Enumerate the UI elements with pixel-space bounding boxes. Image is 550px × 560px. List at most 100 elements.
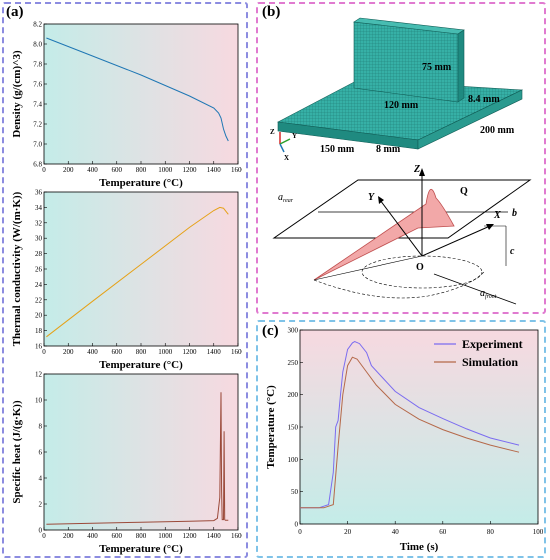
x-tick-label: 1200 [183,532,198,540]
series-line-data [46,37,229,142]
x-tick-label: 1000 [158,532,173,540]
dim-length: 200 mm [480,125,515,136]
y-tick-label: 7.4 [33,101,42,109]
y-tick-label: 8 [39,423,43,431]
y-tick-label: 250 [288,359,299,367]
x-tick-label: 800 [136,166,147,174]
y-tick-label: 24 [35,281,43,289]
x-tick-label: 1200 [183,166,198,174]
a-rear-label: arear [278,192,294,204]
x-tick-label: 60 [439,528,447,536]
series-line-experiment [300,341,520,509]
y-tick-label: 18 [35,327,43,335]
panel-a-material-properties [2,2,248,558]
legend-label: Experiment [462,337,523,351]
y-tick-label: 10 [35,397,43,405]
model-diagram: 75 mm 120 mm 8.4 mm 200 mm 150 mm 8 mm Z… [270,17,532,305]
series-line-data [46,392,229,525]
coordinate-triad-icon: Z Y X [270,128,297,162]
x-tick-label: 1200 [183,348,198,356]
x-tick-label: 600 [112,166,123,174]
x-tick-label: 800 [136,532,147,540]
base-plate-side [417,89,523,150]
x-axis-label: Temperature (°C) [99,543,183,555]
origin-label: O [416,262,424,273]
y-tick-label: 2 [39,501,43,509]
y-tick-label: 8.2 [33,21,42,29]
x-tick-label: 600 [112,348,123,356]
y-tick-label: 4 [39,475,43,483]
y-tick-label: 30 [35,235,43,243]
c-label: c [510,246,515,257]
panel-c-temperature-validation [256,320,546,558]
y-tick-label: 7.0 [33,141,42,149]
x-tick-label: 200 [63,348,74,356]
dim-height: 75 mm [422,62,452,73]
x-tick-label: 20 [344,528,352,536]
triad-x-label: X [284,154,289,162]
panel-label-b: (b) [262,4,281,20]
x-tick-label: 0 [42,532,46,540]
plot-area [43,23,239,165]
x-tick-label: 1000 [158,166,173,174]
axis-x-label: X [493,210,501,221]
y-tick-label: 0 [39,527,43,535]
x-tick-label: 800 [136,348,147,356]
x-tick-label: 400 [87,532,98,540]
x-tick-label: 40 [392,528,400,536]
x-tick-label: 200 [63,532,74,540]
x-tick-label: 400 [87,166,98,174]
y-tick-label: 34 [35,204,43,212]
a-front-label: afront [480,288,497,300]
series-line-simulation [300,356,520,509]
y-axis-label: Density (g/(cm)^3) [11,50,23,138]
panel-label-c: (c) [262,323,279,339]
y-tick-label: 200 [288,391,299,399]
triad-y-label: Y [292,132,297,140]
dim-thickness-h: 8 mm [376,144,401,155]
y-tick-label: 16 [35,343,43,351]
plot-area [43,191,239,347]
x-tick-label: 1400 [207,348,222,356]
x-tick-label: 1000 [158,348,173,356]
y-tick-label: 6 [39,449,43,457]
dim-thickness-v: 8.4 mm [468,94,500,105]
y-tick-label: 6.8 [33,161,42,169]
temperature-time-chart: 0 20 40 60 80 100 0 50 100 150 200 250 300 Time (s) Te… [265,327,544,554]
x-tick-label: 0 [298,528,302,536]
x-tick-label: 0 [42,348,46,356]
triad-z-label: Z [270,128,275,136]
x-axis-label: Temperature (°C) [99,177,183,189]
x-tick-label: 600 [112,532,123,540]
y-axis-label: Specific heat (J/(g·K)) [11,400,23,504]
panel-b-model-geometry [256,2,546,314]
x-axis-label: Time (s) [400,541,439,553]
plot-area [43,373,239,531]
y-tick-label: 150 [288,424,299,432]
dim-width: 150 mm [320,144,355,155]
y-tick-label: 50 [291,488,299,496]
y-tick-label: 300 [288,327,299,335]
x-tick-label: 400 [87,348,98,356]
b-label: b [512,208,517,219]
x-axis-label: Temperature (°C) [99,359,183,371]
y-tick-label: 36 [35,189,43,197]
legend-label: Simulation [462,355,518,369]
y-tick-label: 100 [288,456,299,464]
x-tick-label: 0 [42,166,46,174]
y-tick-label: 7.2 [33,121,42,129]
x-tick-label: 1400 [207,166,222,174]
series-line-data [46,206,229,338]
axis-z-label: Z [413,164,420,175]
y-tick-label: 12 [35,371,43,379]
x-tick-label: 1400 [207,532,222,540]
x-tick-label: 100 [533,528,544,536]
heat-flux-distribution [313,189,455,281]
axis-y-label: Y [368,192,375,203]
y-tick-label: 28 [35,250,43,258]
